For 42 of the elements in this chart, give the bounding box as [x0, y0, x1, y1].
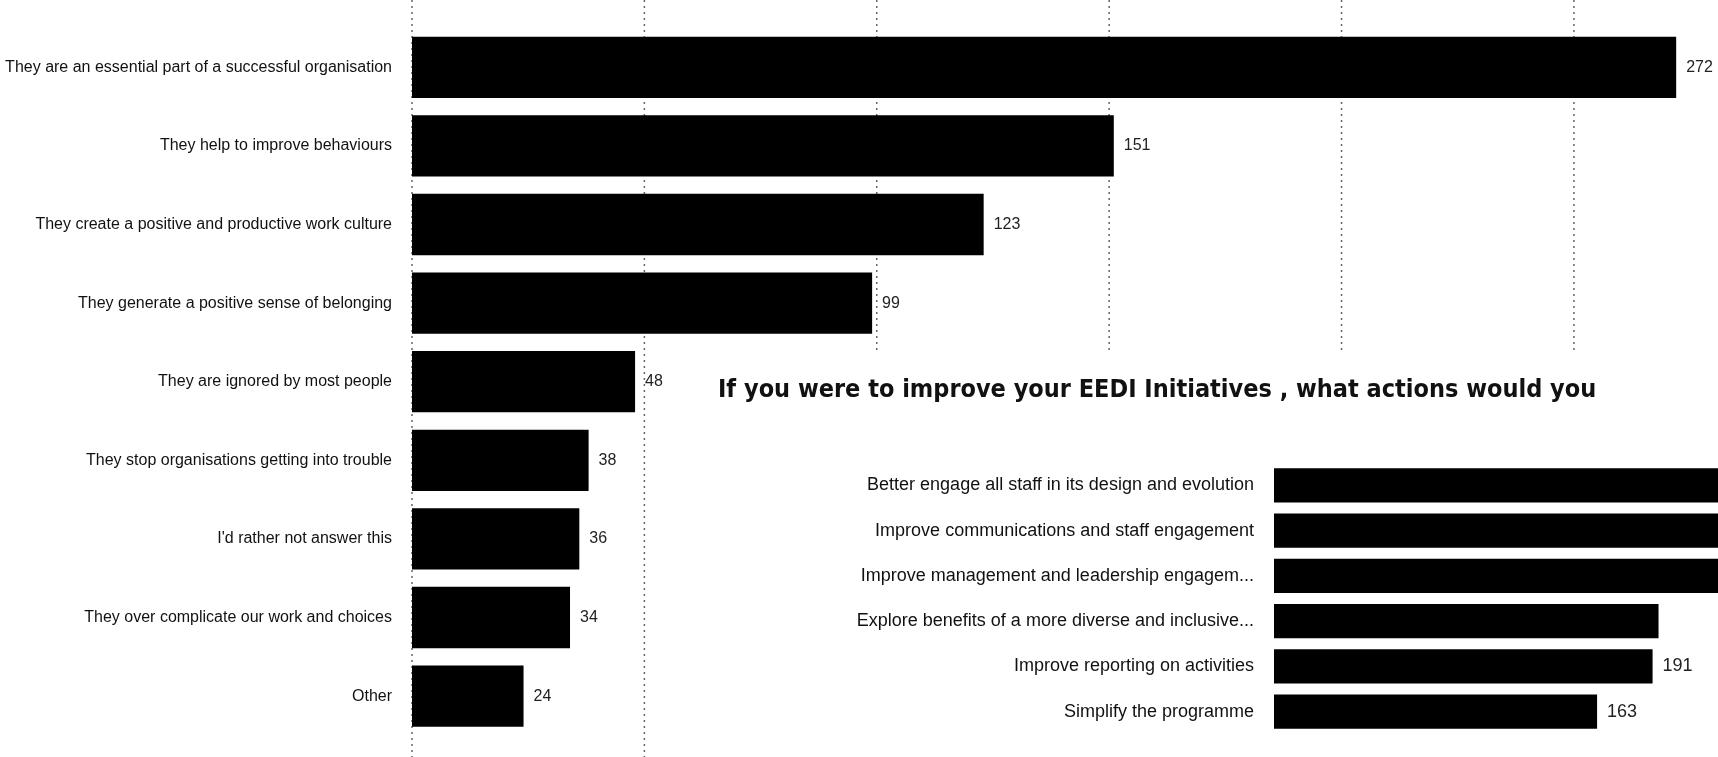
data-label: 123: [993, 214, 1021, 232]
y-tick-label: Other: [351, 686, 393, 704]
y-tick-label: Explore benefits of a more diverse and inclusive...: [856, 610, 1254, 631]
y-tick-label: They generate a positive sense of belonging: [78, 293, 392, 311]
bar: [412, 351, 636, 413]
y-tick-label: They are an essential part of a successful organisation: [5, 57, 392, 75]
data-label: 151: [1123, 136, 1151, 154]
bar: [1274, 513, 1718, 548]
data-label: 99: [882, 293, 901, 311]
bar: [412, 508, 580, 570]
data-label: 272: [1686, 57, 1713, 75]
bar: [1274, 649, 1653, 684]
chart-title: If you were to improve your EEDI Initiatives , what actions would you: [718, 374, 1597, 403]
y-tick-label: Simplify the programme: [1063, 700, 1254, 721]
bar: [1274, 694, 1598, 729]
bar: [412, 36, 1677, 98]
bar: [1274, 468, 1718, 503]
y-tick-label: I'd rather not answer this: [217, 529, 392, 547]
y-tick-label: They over complicate our work and choices: [84, 607, 392, 625]
data-label: 36: [589, 529, 608, 547]
data-label: 38: [598, 450, 617, 468]
bar: [412, 586, 571, 649]
data-label: 48: [645, 372, 663, 390]
y-tick-label: They help to improve behaviours: [159, 136, 392, 154]
y-tick-label: They create a positive and productive work culture: [35, 214, 393, 232]
y-tick-label: Improve management and leadership engagem...: [860, 564, 1254, 585]
y-tick-label: Better engage all staff in its design and evolution: [867, 474, 1254, 495]
data-label: 163: [1607, 700, 1638, 721]
y-tick-label: Improve communications and staff engagement: [875, 519, 1254, 540]
bar: [412, 665, 524, 727]
y-tick-label: They are ignored by most people: [158, 372, 393, 390]
bar: [412, 272, 873, 334]
data-label: 24: [533, 686, 552, 704]
bar: [412, 429, 589, 491]
y-tick-label: They stop organisations getting into trouble: [86, 450, 393, 468]
bar: [1274, 603, 1659, 639]
y-tick-label: Improve reporting on activities: [1013, 655, 1254, 676]
data-label: 191: [1662, 655, 1693, 676]
data-label: 34: [580, 607, 598, 625]
bar: [1274, 558, 1718, 594]
bar: [412, 115, 1114, 177]
bar: [412, 193, 984, 256]
